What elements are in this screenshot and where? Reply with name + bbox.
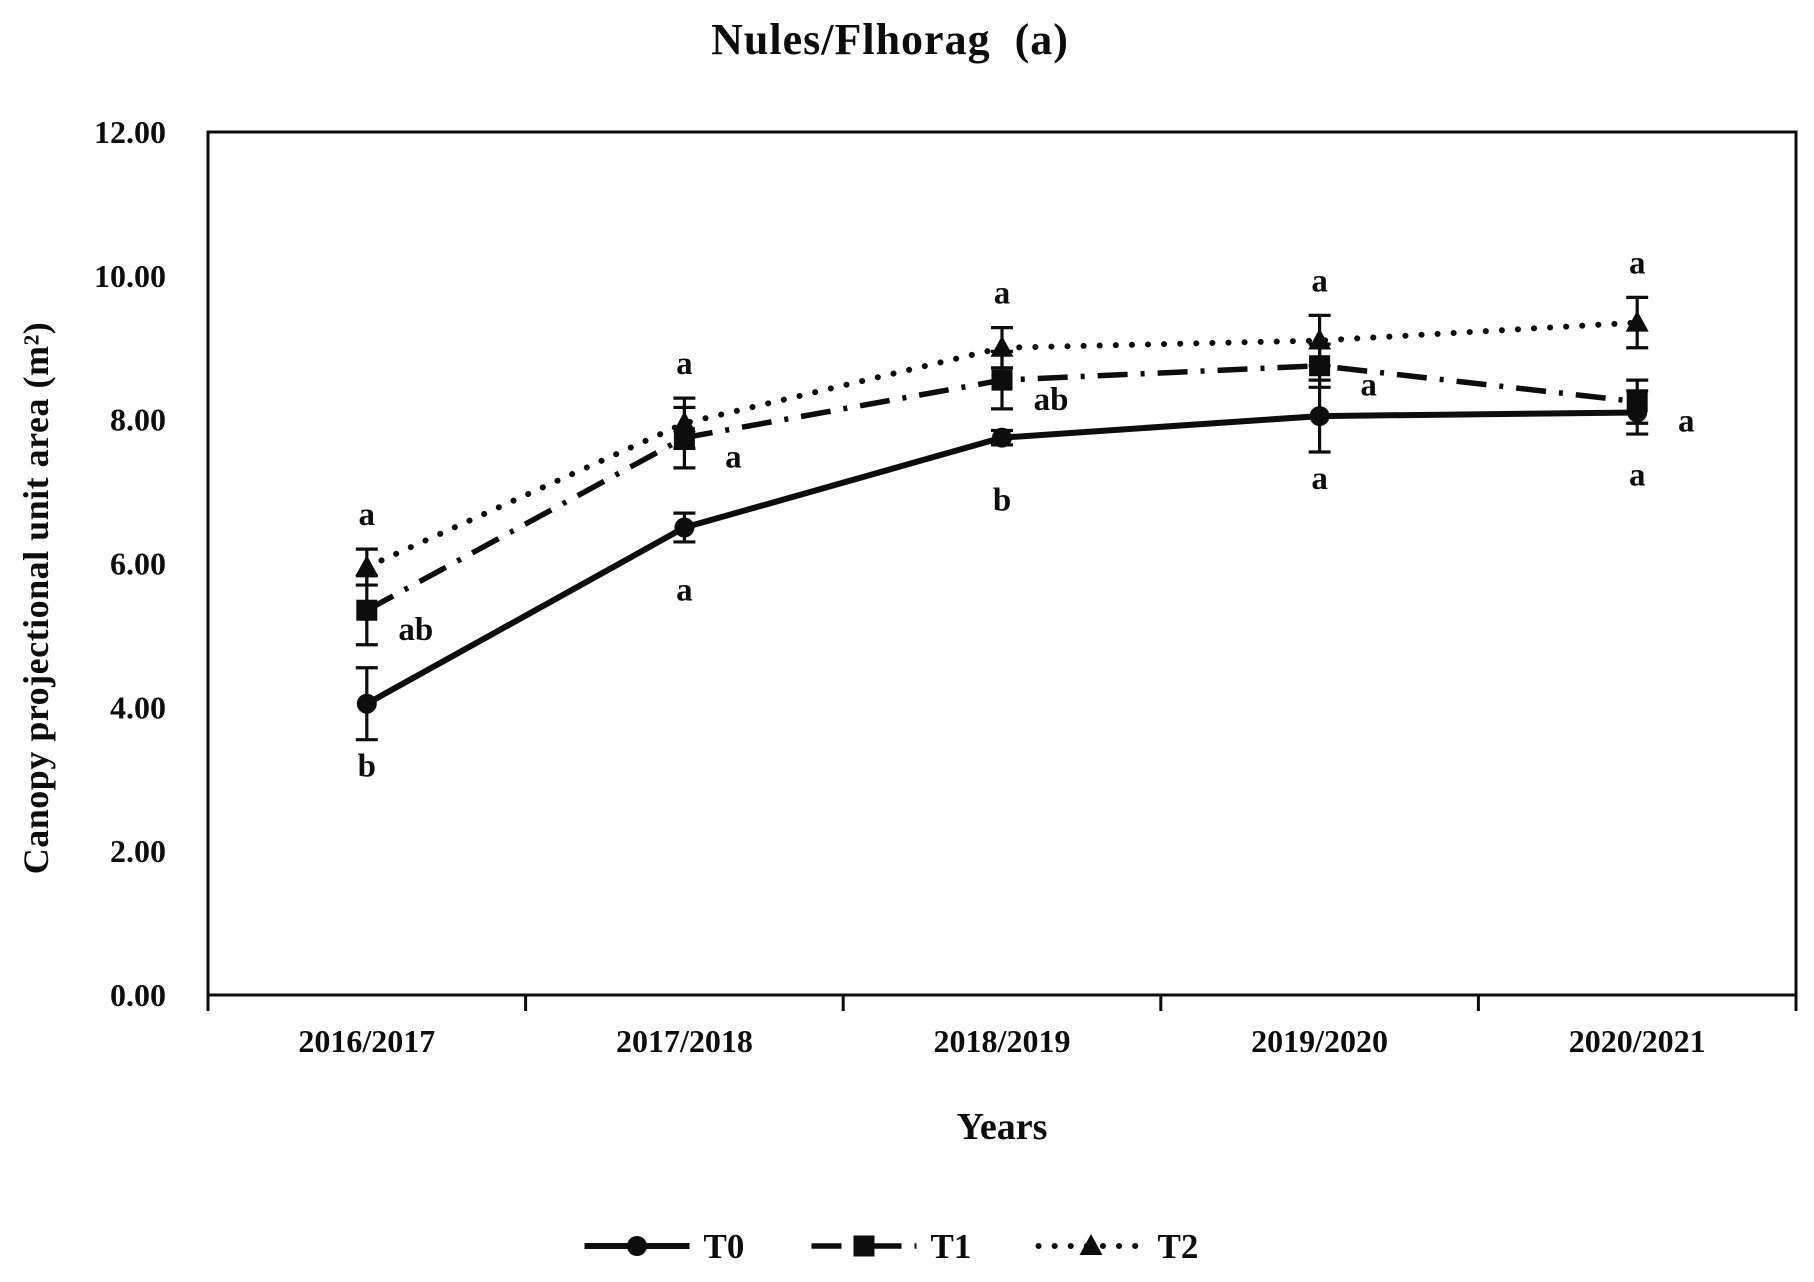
x-category-label: 2020/2021 <box>1569 1023 1706 1059</box>
data-point-T0 <box>674 517 695 538</box>
legend-marker-T1 <box>853 1235 875 1257</box>
point-label-T1: a <box>725 440 742 476</box>
x-category-label: 2017/2018 <box>616 1023 753 1059</box>
data-point-T0 <box>1309 406 1330 427</box>
legend-item-T1: T1 <box>811 1227 972 1266</box>
point-label-T0: a <box>676 573 693 609</box>
data-point-T0 <box>356 693 377 714</box>
x-category-label: 2018/2019 <box>934 1023 1071 1059</box>
legend-marker-T2 <box>1079 1234 1103 1255</box>
point-label-T0: b <box>993 483 1011 519</box>
y-tick-label: 12.00 <box>94 114 166 150</box>
y-tick-label: 6.00 <box>110 546 166 582</box>
data-point-T1 <box>991 369 1013 391</box>
legend-label-T0: T0 <box>704 1227 745 1266</box>
series-T2: a a a a a <box>355 245 1649 587</box>
x-category-label: 2019/2020 <box>1251 1023 1388 1059</box>
y-tick-label: 10.00 <box>94 258 166 294</box>
x-axis-title: Years <box>956 1106 1048 1148</box>
data-point-T0 <box>1627 402 1648 423</box>
point-label-T1: ab <box>398 612 433 648</box>
y-tick-label: 8.00 <box>110 402 166 438</box>
chart-title: Nules/Flhorag (a) <box>711 15 1069 64</box>
point-label-T2: a <box>994 276 1011 312</box>
point-label-T0: a <box>1629 457 1646 493</box>
plot-border <box>206 130 1798 997</box>
legend-marker-T0 <box>627 1236 647 1256</box>
y-tick-label: 4.00 <box>110 689 166 725</box>
legend-label-T2: T2 <box>1158 1227 1199 1266</box>
point-label-T1: ab <box>1034 382 1069 418</box>
y-tick-label: 2.00 <box>110 833 166 869</box>
data-point-T1 <box>1309 355 1331 377</box>
data-point-T1 <box>356 599 378 621</box>
y-tick-label: 0.00 <box>110 977 166 1013</box>
point-label-T1: a <box>1678 404 1695 440</box>
point-label-T1: a <box>1360 368 1377 404</box>
point-label-T0: b <box>358 749 376 785</box>
legend: T0 T1 T2 <box>584 1227 1199 1266</box>
point-label-T2: a <box>1629 245 1646 281</box>
legend-label-T1: T1 <box>931 1227 972 1266</box>
point-label-T2: a <box>676 346 693 382</box>
data-point-T2 <box>1625 310 1649 332</box>
legend-item-T0: T0 <box>584 1227 745 1266</box>
point-label-T2: a <box>1311 263 1328 299</box>
data-point-T2 <box>355 555 379 577</box>
data-point-T0 <box>992 427 1012 448</box>
point-label-T0: a <box>1311 461 1328 497</box>
x-category-label: 2016/2017 <box>298 1023 435 1059</box>
series-line-T0 <box>365 409 1638 707</box>
point-label-T2: a <box>359 497 376 533</box>
data-point-T1 <box>673 427 695 449</box>
legend-item-T2: T2 <box>1035 1227 1199 1266</box>
